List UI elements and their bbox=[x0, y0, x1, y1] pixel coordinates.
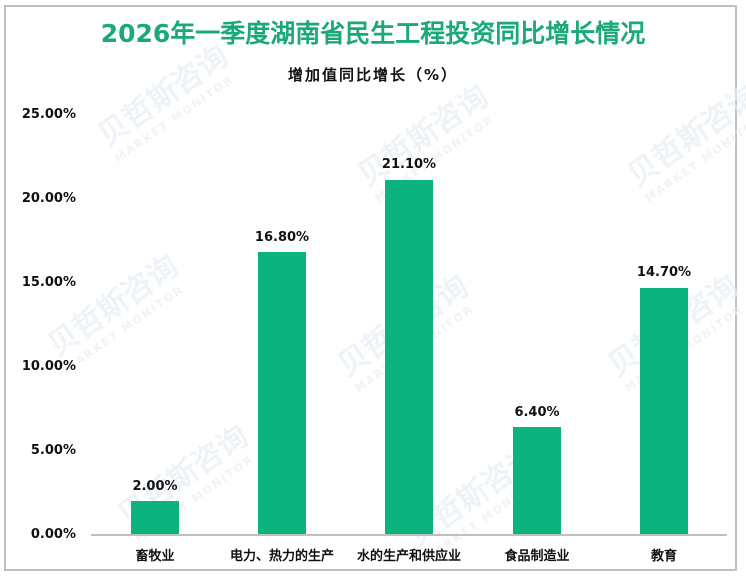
chart-subtitle: 增加值同比增长（%） bbox=[287, 66, 459, 84]
bar-value-label: 2.00% bbox=[132, 479, 178, 494]
x-category-label: 电力、热力的生产 bbox=[229, 549, 334, 564]
bar-livestock bbox=[131, 501, 179, 535]
y-tick: 15.00% bbox=[21, 275, 76, 290]
bar-value-label: 14.70% bbox=[636, 265, 692, 280]
x-category-label: 食品制造业 bbox=[504, 549, 570, 564]
chart-title: 2026年一季度湖南省民生工程投资同比增长情况 bbox=[100, 19, 646, 48]
y-tick: 0.00% bbox=[30, 527, 76, 542]
bar-power-heat bbox=[258, 252, 306, 535]
y-tick: 20.00% bbox=[21, 191, 76, 206]
x-category-label: 水的生产和供应业 bbox=[356, 549, 461, 564]
bar-water-supply bbox=[385, 180, 433, 535]
x-category-label: 教育 bbox=[650, 549, 677, 564]
x-axis-line bbox=[91, 534, 727, 536]
x-category-label: 畜牧业 bbox=[135, 549, 175, 564]
bar-value-label: 6.40% bbox=[514, 405, 560, 420]
y-tick: 5.00% bbox=[30, 443, 76, 458]
bar-food-manufacturing bbox=[513, 427, 561, 535]
y-tick: 10.00% bbox=[21, 359, 76, 374]
bar-value-label: 21.10% bbox=[381, 157, 437, 172]
chart-frame bbox=[4, 5, 737, 571]
bar-value-label: 16.80% bbox=[254, 230, 310, 245]
bar-education bbox=[640, 288, 688, 535]
y-tick: 25.00% bbox=[21, 107, 76, 122]
